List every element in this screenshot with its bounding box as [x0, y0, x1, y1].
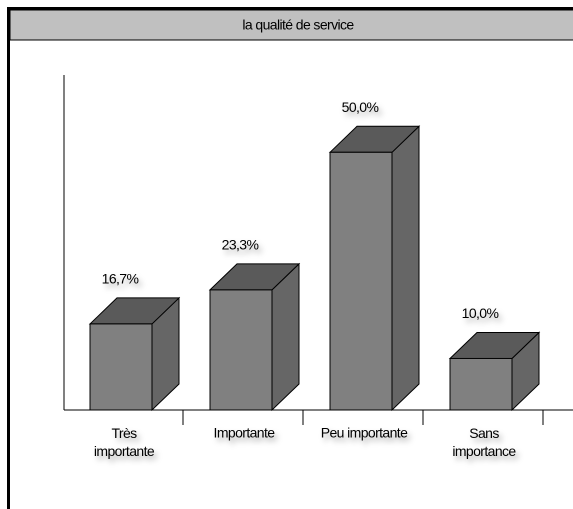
x-tick-label: Importante — [214, 425, 276, 441]
x-tick-label: Très importante — [94, 425, 155, 459]
bar-front — [449, 357, 513, 411]
bar — [448, 331, 541, 412]
frame — [7, 7, 573, 509]
chart-title: la qualité de service — [242, 17, 354, 33]
bar — [208, 262, 301, 412]
bar-side — [391, 125, 420, 412]
bar-front — [89, 323, 153, 411]
value-label: 10,0% — [462, 305, 499, 321]
x-tick-label: Peu importante — [321, 425, 408, 441]
value-label: 23,3% — [222, 237, 259, 253]
bar — [328, 125, 421, 412]
value-label: 16,7% — [102, 271, 139, 287]
bar-front — [329, 151, 393, 411]
bar-front — [209, 289, 273, 411]
value-label: 50,0% — [342, 99, 379, 115]
x-tick-label: Sans importance — [452, 425, 516, 459]
bar — [88, 296, 181, 412]
title-bar — [9, 9, 573, 41]
